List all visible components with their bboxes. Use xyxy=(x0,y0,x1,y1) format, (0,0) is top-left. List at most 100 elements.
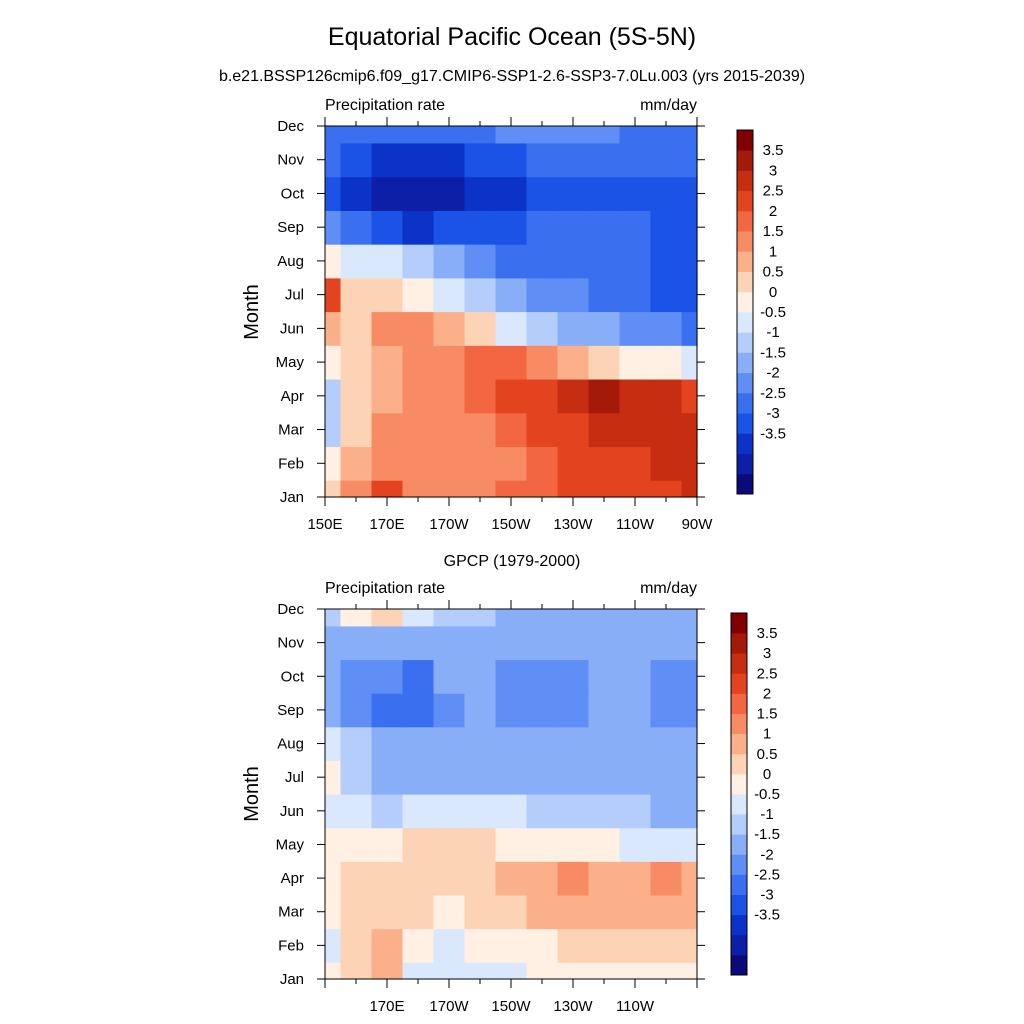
field-cell xyxy=(526,210,559,245)
colorbar-label: 1.5 xyxy=(763,223,784,240)
field-cell xyxy=(433,625,466,661)
field-cell xyxy=(526,861,559,896)
field-cell xyxy=(526,928,559,963)
field-cell xyxy=(619,244,652,279)
field-cell xyxy=(650,760,683,795)
field-cell xyxy=(371,176,404,211)
field-cell xyxy=(557,142,590,178)
panel-model-left-label: Precipitation rate xyxy=(325,97,445,114)
field-cell xyxy=(402,794,435,829)
field-cell xyxy=(402,378,435,414)
x-tick-label: 150E xyxy=(307,516,342,533)
field-cell xyxy=(340,659,373,694)
field-cell xyxy=(325,412,342,448)
field-cell xyxy=(371,277,404,313)
panel-gpcp-axes: Jan Feb Mar Apr May Jun Jul Aug Sep Oct Nov Dec 170E… xyxy=(276,600,705,1015)
field-cell xyxy=(464,928,497,963)
field-cell xyxy=(325,693,342,728)
field-cell xyxy=(495,412,528,448)
field-cell xyxy=(526,726,559,761)
colorbar-label: -1 xyxy=(766,324,779,341)
panel-gpcp-colorbar: 3.5 3 2.5 2 1.5 1 0.5 0 -0.5 -1 -1.5 -2 -2.5 -3 -3.5 xyxy=(730,612,780,976)
y-tick-label: May xyxy=(276,354,305,371)
field-cell xyxy=(588,378,621,414)
field-cell xyxy=(619,126,652,144)
field-cell xyxy=(495,827,528,862)
field-cell xyxy=(588,446,621,481)
field-cell xyxy=(371,693,404,728)
field-cell xyxy=(325,311,342,346)
field-cell xyxy=(557,378,590,414)
field-cell xyxy=(495,311,528,346)
field-cell xyxy=(495,609,528,627)
field-cell xyxy=(495,625,528,661)
field-cell xyxy=(340,277,373,313)
field-cell xyxy=(588,244,621,279)
field-cell xyxy=(325,827,342,862)
colorbar-swatch xyxy=(731,633,747,654)
field-cell xyxy=(402,142,435,178)
field-cell xyxy=(325,480,342,498)
field-cell xyxy=(557,794,590,829)
field-cell xyxy=(371,378,404,414)
field-cell xyxy=(588,794,621,829)
field-cell xyxy=(619,693,652,728)
colorbar-label: -0.5 xyxy=(754,786,780,803)
field-cell xyxy=(588,827,621,862)
field-cell xyxy=(526,894,559,930)
field-cell xyxy=(402,609,435,627)
field-cell xyxy=(557,609,590,627)
field-cell xyxy=(557,311,590,346)
colorbar-swatch xyxy=(731,753,747,775)
field-cell xyxy=(325,861,342,896)
panel-model-field xyxy=(325,126,698,498)
field-cell xyxy=(588,693,621,728)
field-cell xyxy=(464,827,497,862)
field-cell xyxy=(433,311,466,346)
field-cell xyxy=(681,277,698,313)
y-tick-label: Mar xyxy=(278,422,304,439)
colorbar-swatch xyxy=(731,814,747,835)
field-cell xyxy=(340,928,373,963)
field-cell xyxy=(495,277,528,313)
field-cell xyxy=(619,861,652,896)
field-cell xyxy=(464,625,497,661)
colorbar-label: 1 xyxy=(769,243,777,260)
panel-gpcp-right-label: mm/day xyxy=(640,580,697,597)
colorbar-swatch xyxy=(737,372,753,394)
field-cell xyxy=(557,693,590,728)
field-cell xyxy=(495,726,528,761)
field-cell xyxy=(495,480,528,498)
field-cell xyxy=(340,345,373,380)
panel-gpcp-ylabel: Month xyxy=(241,766,263,822)
field-cell xyxy=(650,659,683,694)
field-cell xyxy=(650,412,683,448)
colorbar-label: -1.5 xyxy=(760,344,786,361)
colorbar-swatch xyxy=(737,413,753,434)
field-cell xyxy=(557,962,590,980)
field-cell xyxy=(588,962,621,980)
field-cell xyxy=(433,142,466,178)
figure-title: Equatorial Pacific Ocean (5S-5N) xyxy=(328,23,696,51)
field-cell xyxy=(681,480,698,498)
field-cell xyxy=(433,962,466,980)
field-cell xyxy=(526,794,559,829)
field-cell xyxy=(325,794,342,829)
field-cell xyxy=(340,378,373,414)
field-cell xyxy=(371,142,404,178)
field-cell xyxy=(557,894,590,930)
panel-gpcp: GPCP (1979-2000) Precipitation rate mm/d… xyxy=(241,553,780,1015)
field-cell xyxy=(402,176,435,211)
field-cell xyxy=(402,345,435,380)
field-cell xyxy=(557,126,590,144)
field-cell xyxy=(619,142,652,178)
field-cell xyxy=(402,625,435,661)
field-cell xyxy=(433,827,466,862)
field-cell xyxy=(650,210,683,245)
field-cell xyxy=(402,760,435,795)
field-cell xyxy=(619,311,652,346)
field-cell xyxy=(495,928,528,963)
field-cell xyxy=(325,928,342,963)
field-cell xyxy=(371,446,404,481)
field-cell xyxy=(402,962,435,980)
